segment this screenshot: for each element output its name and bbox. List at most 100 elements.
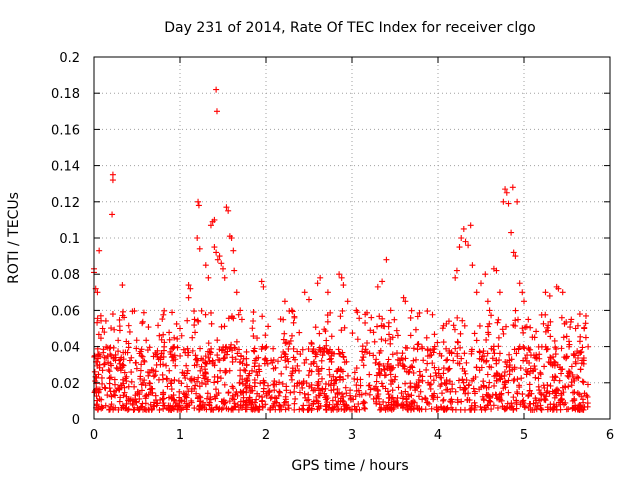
- data-point: [490, 343, 497, 350]
- data-point: [502, 378, 509, 385]
- data-point: [324, 289, 331, 296]
- data-point: [308, 339, 315, 346]
- data-point: [584, 400, 591, 407]
- data-point: [526, 387, 533, 394]
- data-point: [160, 405, 167, 412]
- data-point: [237, 372, 244, 379]
- data-point: [96, 395, 103, 402]
- data-point: [336, 271, 343, 278]
- data-point: [353, 307, 360, 314]
- data-point: [143, 337, 150, 344]
- data-point: [168, 395, 175, 402]
- data-point: [380, 362, 387, 369]
- data-point: [254, 372, 261, 379]
- data-point: [409, 400, 416, 407]
- data-point: [566, 369, 573, 376]
- data-point: [93, 393, 100, 400]
- data-point: [394, 332, 401, 339]
- data-point: [394, 394, 401, 401]
- data-point: [384, 360, 391, 367]
- data-point: [153, 351, 160, 358]
- data-point: [484, 371, 491, 378]
- data-point: [448, 396, 455, 403]
- data-point: [251, 348, 258, 355]
- data-point: [246, 370, 253, 377]
- data-point: [207, 222, 214, 229]
- data-point: [109, 211, 116, 218]
- data-point: [275, 392, 282, 399]
- data-point: [159, 371, 166, 378]
- data-point: [117, 365, 124, 372]
- data-point: [417, 388, 424, 395]
- data-point: [404, 402, 411, 409]
- x-axis-label: GPS time / hours: [291, 458, 408, 474]
- data-point: [184, 352, 191, 359]
- data-point: [451, 326, 458, 333]
- data-point: [328, 377, 335, 384]
- data-point: [207, 309, 214, 316]
- data-point: [440, 339, 447, 346]
- data-point: [349, 330, 356, 337]
- data-point: [352, 393, 359, 400]
- data-point: [374, 283, 381, 290]
- data-point: [107, 374, 114, 381]
- data-point: [123, 393, 130, 400]
- data-point: [145, 324, 152, 331]
- data-point: [221, 381, 228, 388]
- data-point: [123, 373, 130, 380]
- data-point: [132, 396, 139, 403]
- data-point: [521, 298, 527, 305]
- data-point: [263, 392, 270, 399]
- data-point: [106, 380, 113, 387]
- data-point: [182, 393, 189, 400]
- data-point: [228, 314, 235, 321]
- data-point: [279, 380, 286, 387]
- data-point: [432, 369, 439, 376]
- data-point: [551, 373, 558, 380]
- data-point: [217, 367, 224, 374]
- data-point: [318, 365, 325, 372]
- data-point: [580, 357, 587, 364]
- data-point: [221, 355, 228, 362]
- data-point: [290, 319, 297, 326]
- data-point: [144, 347, 151, 354]
- data-point: [183, 362, 190, 369]
- data-point: [401, 365, 408, 372]
- data-point: [409, 364, 416, 371]
- data-point: [114, 385, 121, 392]
- data-point: [526, 381, 533, 388]
- data-point: [219, 404, 226, 411]
- data-point: [121, 369, 128, 376]
- data-point: [402, 355, 409, 362]
- data-point: [211, 216, 218, 223]
- y-tick-label: 0.08: [51, 268, 80, 283]
- data-point: [422, 406, 429, 413]
- data-point: [492, 372, 499, 379]
- data-point: [196, 383, 203, 390]
- data-point: [278, 354, 285, 361]
- data-point: [562, 399, 569, 406]
- data-point: [361, 349, 368, 356]
- data-point: [317, 347, 324, 354]
- data-point: [260, 388, 267, 395]
- data-point: [509, 184, 516, 191]
- data-point: [218, 260, 225, 267]
- data-point: [483, 357, 490, 364]
- data-point: [321, 326, 328, 333]
- data-point: [226, 345, 233, 352]
- data-point: [283, 364, 290, 371]
- data-point: [323, 396, 330, 403]
- x-tick-label: 1: [176, 428, 184, 443]
- data-point: [405, 406, 412, 413]
- data-point: [267, 405, 274, 412]
- data-point: [343, 402, 350, 409]
- data-point: [138, 361, 145, 368]
- data-point: [435, 366, 442, 373]
- data-point: [306, 405, 313, 412]
- data-point: [525, 393, 532, 400]
- data-point: [256, 406, 263, 413]
- y-tick-label: 0.2: [59, 51, 80, 66]
- data-point: [125, 383, 132, 390]
- data-point: [213, 108, 220, 115]
- data-point: [116, 323, 123, 330]
